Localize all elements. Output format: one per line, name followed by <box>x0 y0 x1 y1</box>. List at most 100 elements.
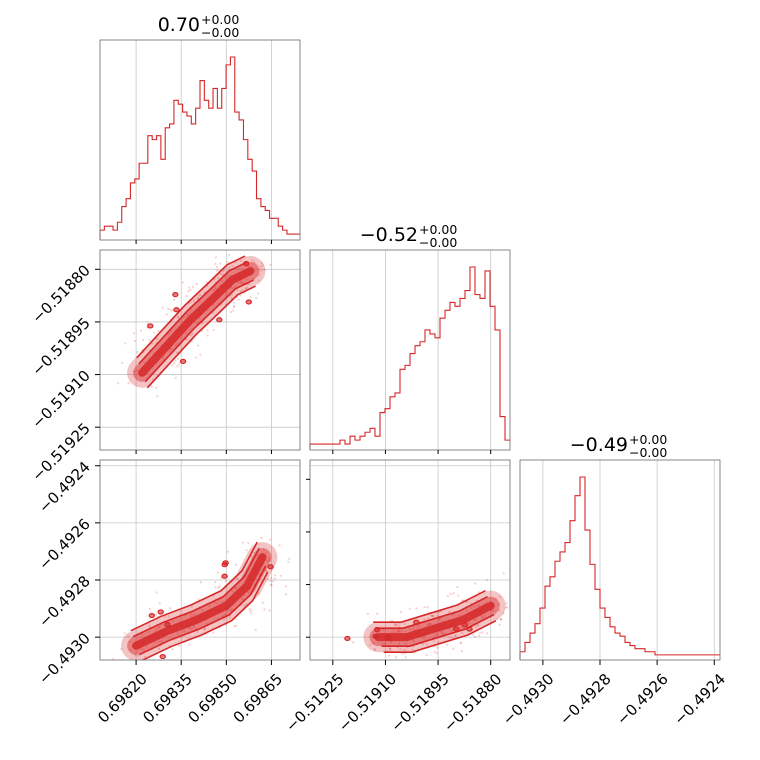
sample-point <box>425 642 428 646</box>
sample-point <box>396 629 399 632</box>
sample-point <box>243 604 246 607</box>
sample-point <box>189 288 192 291</box>
sample-point <box>226 550 229 553</box>
sample-point <box>270 583 273 587</box>
sample-point <box>427 622 430 625</box>
sample-point <box>235 586 238 589</box>
sample-point <box>249 609 252 613</box>
sample-point <box>394 624 397 627</box>
sample-point <box>185 313 188 316</box>
sample-point <box>225 290 228 294</box>
sample-point <box>366 612 370 615</box>
title-value: −0.52 <box>360 224 418 246</box>
sample-point <box>193 299 196 302</box>
histogram-0 <box>99 56 300 240</box>
panel-frame <box>519 459 721 661</box>
sample-point <box>177 633 180 637</box>
sample-point <box>371 642 375 645</box>
sample-point <box>144 655 147 658</box>
sample-point <box>452 647 455 651</box>
sample-point <box>421 636 424 639</box>
sample-point <box>239 259 243 262</box>
sample-point <box>432 614 435 617</box>
sample-point <box>498 602 501 605</box>
sample-point <box>459 642 462 645</box>
sample-point <box>460 641 463 644</box>
sample-point <box>427 623 430 626</box>
sample-point <box>185 294 188 298</box>
contour-island <box>267 564 274 570</box>
contour-island <box>384 634 392 641</box>
sample-point <box>269 584 272 587</box>
sample-point <box>216 277 220 280</box>
sample-point <box>206 334 209 337</box>
sample-point <box>189 334 192 337</box>
sample-point <box>456 585 459 589</box>
sample-point <box>256 292 260 295</box>
sample-point <box>157 626 160 629</box>
sample-point <box>129 648 132 652</box>
sample-point <box>249 295 252 299</box>
sample-point <box>498 595 501 598</box>
sample-point <box>383 642 387 645</box>
sample-point <box>133 370 136 373</box>
sample-point <box>139 329 143 332</box>
sample-point <box>246 590 249 594</box>
sample-point <box>176 365 179 368</box>
sample-point <box>174 359 177 362</box>
sample-point <box>226 261 229 264</box>
x-tick-label: −0.4928 <box>556 670 615 729</box>
sample-point <box>182 629 185 632</box>
sample-point <box>446 595 449 598</box>
contour-island <box>372 633 379 639</box>
sample-point <box>212 328 215 332</box>
contour-island <box>242 261 250 267</box>
sample-point <box>253 261 256 264</box>
sample-point <box>160 640 163 643</box>
sample-point <box>212 304 215 307</box>
sample-point <box>279 574 282 577</box>
contour-island <box>466 626 473 632</box>
sample-point <box>268 559 271 562</box>
sample-point <box>174 376 177 379</box>
sample-point <box>132 332 136 335</box>
sample-point <box>434 634 437 637</box>
sample-point <box>481 616 484 619</box>
sample-point <box>408 628 411 631</box>
sample-point <box>124 342 127 345</box>
sample-point <box>185 332 188 335</box>
sample-point <box>171 364 174 367</box>
x-tick-label: 0.69865 <box>230 670 287 727</box>
sample-point <box>465 609 468 612</box>
sample-point <box>397 622 400 625</box>
sample-point <box>229 609 232 613</box>
sample-point <box>214 286 217 289</box>
sample-point <box>263 548 266 551</box>
sample-point <box>239 290 242 293</box>
sample-point <box>219 272 222 275</box>
sample-point <box>389 648 392 651</box>
sample-point <box>448 611 451 614</box>
sample-point <box>155 628 158 631</box>
sample-point <box>252 277 256 280</box>
contour-island <box>148 612 156 619</box>
sample-point <box>219 262 222 265</box>
x-tick-label: −0.4930 <box>499 670 558 729</box>
sample-point <box>227 253 230 256</box>
sample-point <box>438 618 441 621</box>
sample-point <box>234 563 238 567</box>
sample-point <box>396 631 400 634</box>
sample-point <box>268 609 271 612</box>
sample-point <box>153 641 156 644</box>
density-level-2 <box>132 553 267 650</box>
sample-point <box>470 606 473 609</box>
sample-point <box>426 624 429 627</box>
sample-point <box>502 612 505 615</box>
sample-point <box>483 614 486 618</box>
sample-point <box>423 618 426 621</box>
sample-point <box>411 648 414 651</box>
sample-point <box>267 559 270 562</box>
sample-point <box>142 648 145 651</box>
sample-point <box>477 591 480 594</box>
sample-point <box>195 282 198 285</box>
